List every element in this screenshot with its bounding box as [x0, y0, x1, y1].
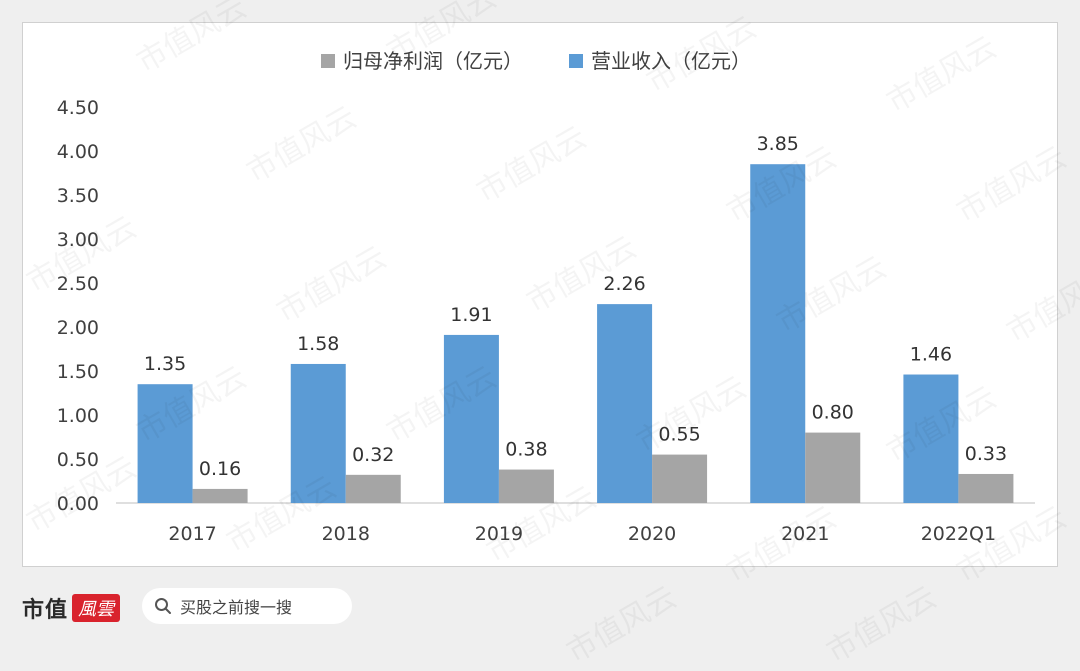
net-profit-bar: [345, 474, 401, 503]
revenue-bar: [903, 374, 959, 503]
revenue-data-label: 1.46: [910, 344, 952, 366]
net-profit-data-label: 0.33: [965, 443, 1007, 465]
x-tick-label: 2018: [322, 523, 370, 545]
revenue-data-label: 3.85: [757, 133, 799, 155]
net-profit-data-label: 0.80: [812, 402, 854, 424]
revenue-bar: [443, 334, 499, 503]
y-tick-label: 0.50: [57, 449, 99, 471]
net-profit-data-label: 0.38: [505, 439, 547, 461]
y-tick-label: 1.50: [57, 361, 99, 383]
brand-logo: 市值 風雲: [22, 592, 121, 624]
y-tick-label: 3.00: [57, 229, 99, 251]
net-profit-bar: [192, 488, 248, 503]
net-profit-bar: [652, 454, 708, 503]
revenue-bar: [750, 164, 806, 503]
revenue-data-label: 2.26: [603, 273, 645, 295]
revenue-data-label: 1.58: [297, 333, 339, 355]
y-tick-label: 1.00: [57, 405, 99, 427]
net-profit-bar: [958, 473, 1014, 503]
revenue-data-label: 1.35: [144, 353, 186, 375]
net-profit-bar: [805, 432, 861, 503]
chart-card: 0.00 0.50 1.00 1.50 2.00 2.50 3.00 3.50 4.00 4.50…: [22, 22, 1058, 567]
x-tick-label: 2019: [475, 523, 523, 545]
legend-label: 营业收入（亿元）: [591, 49, 751, 73]
revenue-data-label: 1.91: [450, 304, 492, 326]
y-tick-label: 2.00: [57, 317, 99, 339]
revenue-bar: [137, 384, 193, 503]
net-profit-data-label: 0.16: [199, 458, 241, 480]
watermark-text: 市值风云: [557, 573, 683, 671]
search-icon: [155, 598, 171, 614]
revenue-bar: [597, 304, 653, 503]
revenue-bar: [290, 363, 346, 503]
y-tick-label: 3.50: [57, 185, 99, 207]
net-profit-data-label: 0.55: [658, 424, 700, 446]
watermark-text: 市值风云: [817, 573, 943, 671]
search-text: 买股之前搜一搜: [180, 598, 293, 617]
legend-swatch: [321, 54, 335, 68]
search-box[interactable]: 买股之前搜一搜: [142, 588, 352, 624]
x-tick-label: 2021: [781, 523, 829, 545]
y-tick-label: 4.00: [57, 141, 99, 163]
brand-text: 市值: [22, 598, 69, 623]
x-tick-label: 2022Q1: [921, 523, 996, 545]
brand-logo-mark: 風雲: [72, 594, 121, 622]
x-tick-label: 2017: [168, 523, 216, 545]
y-tick-label: 0.00: [57, 493, 99, 515]
bar-chart: 0.00 0.50 1.00 1.50 2.00 2.50 3.00 3.50 4.00 4.50…: [57, 49, 1035, 545]
x-tick-label: 2020: [628, 523, 676, 545]
net-profit-data-label: 0.32: [352, 444, 394, 466]
y-tick-label: 4.50: [57, 97, 99, 119]
y-tick-label: 2.50: [57, 273, 99, 295]
net-profit-bar: [498, 469, 554, 503]
legend-label: 归母净利润（亿元）: [343, 49, 523, 73]
footer: 市值 風雲 买股之前搜一搜: [22, 588, 422, 628]
legend-swatch: [569, 54, 583, 68]
